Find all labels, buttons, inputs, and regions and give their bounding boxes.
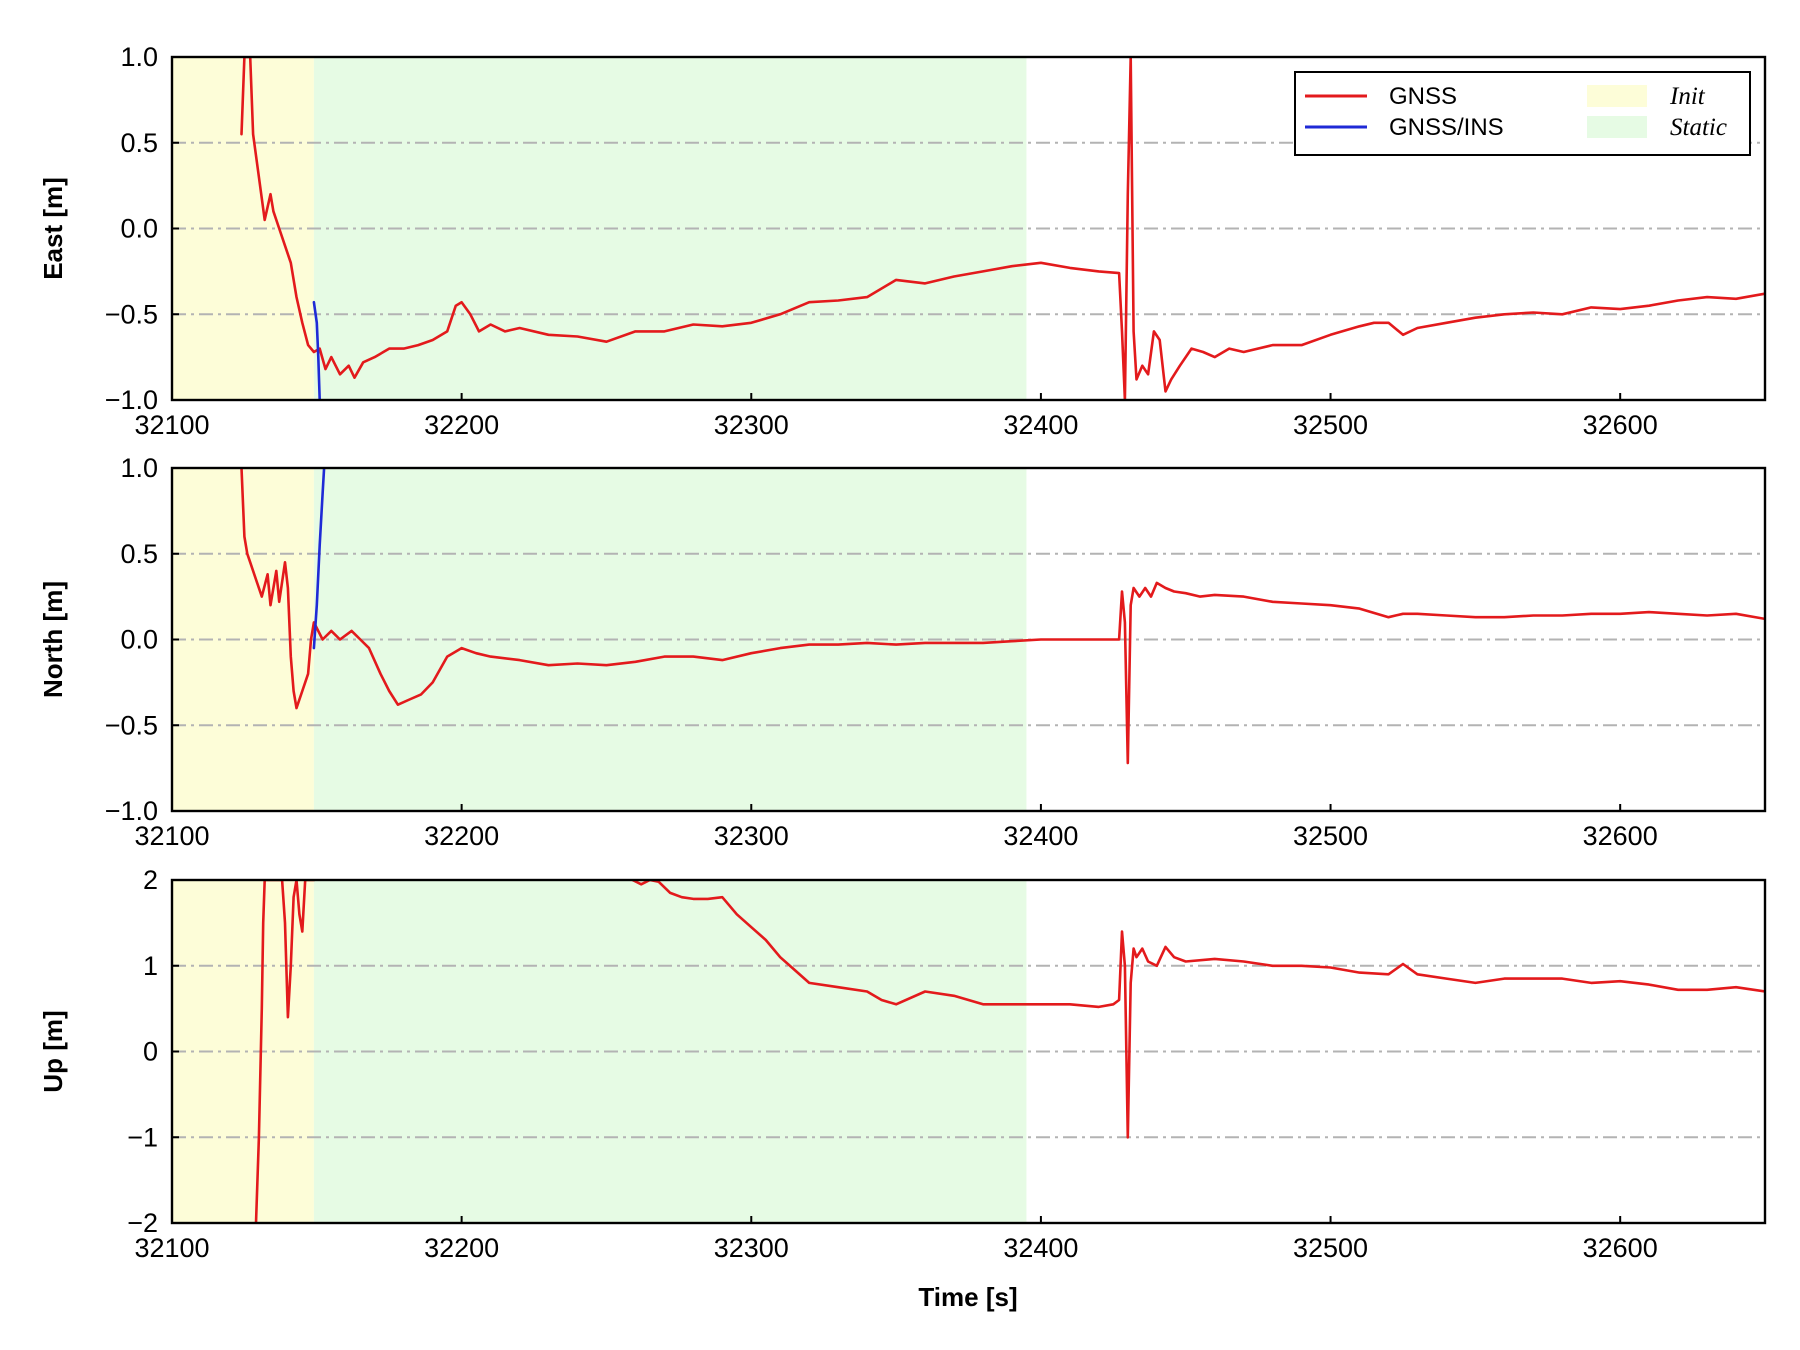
legend-label: Init bbox=[1669, 83, 1706, 110]
y-tick-label: −2 bbox=[127, 1208, 158, 1238]
y-tick-label: 2 bbox=[143, 865, 158, 895]
y-tick-label: 0 bbox=[143, 1037, 158, 1067]
x-tick-label: 32400 bbox=[1003, 410, 1078, 440]
x-tick-label: 32500 bbox=[1293, 410, 1368, 440]
y-tick-label: 0.5 bbox=[120, 128, 158, 158]
series-line-gnss-ins bbox=[312, 300, 322, 400]
x-tick-label: 32300 bbox=[714, 410, 789, 440]
series-line-gnss bbox=[240, 57, 1765, 400]
x-tick-label: 32200 bbox=[424, 1233, 499, 1263]
y-axis-label: North [m] bbox=[38, 581, 68, 698]
y-tick-label: −1.0 bbox=[105, 796, 158, 826]
x-tick-label: 32500 bbox=[1293, 1233, 1368, 1263]
y-tick-label: 0.0 bbox=[120, 214, 158, 244]
legend-box bbox=[1294, 71, 1751, 156]
y-tick-label: 1.0 bbox=[120, 453, 158, 483]
x-tick-label: 32600 bbox=[1583, 821, 1658, 851]
series-group bbox=[254, 880, 1765, 1223]
plot-frame bbox=[170, 878, 1767, 1225]
x-tick-label: 32600 bbox=[1583, 1233, 1658, 1263]
x-tick-label: 32200 bbox=[424, 410, 499, 440]
y-tick-label: 0.0 bbox=[120, 625, 158, 655]
y-tick-label: 1.0 bbox=[120, 42, 158, 72]
legend-label: Static bbox=[1670, 114, 1727, 141]
y-tick-label: −1.0 bbox=[105, 385, 158, 415]
series-group bbox=[240, 468, 1765, 765]
y-axis-label: East [m] bbox=[38, 177, 68, 280]
series-group bbox=[240, 57, 1765, 400]
plot-frame bbox=[170, 55, 1767, 402]
y-tick-label: 0.5 bbox=[120, 539, 158, 569]
y-tick-label: −0.5 bbox=[105, 299, 158, 329]
x-tick-label: 32400 bbox=[1003, 1233, 1078, 1263]
series-line-gnss bbox=[254, 880, 316, 1223]
x-tick-label: 32300 bbox=[714, 821, 789, 851]
series-line-gnss bbox=[631, 880, 1765, 1139]
y-tick-label: 1 bbox=[143, 951, 158, 981]
x-tick-label: 32500 bbox=[1293, 821, 1368, 851]
y-tick-label: −0.5 bbox=[105, 710, 158, 740]
x-tick-label: 32100 bbox=[134, 1233, 209, 1263]
x-tick-label: 32300 bbox=[714, 1233, 789, 1263]
x-tick-label: 32200 bbox=[424, 821, 499, 851]
legend-label: GNSS bbox=[1389, 83, 1457, 110]
x-tick-label: 32100 bbox=[134, 821, 209, 851]
plot-frame bbox=[170, 466, 1767, 813]
x-tick-label: 32600 bbox=[1583, 410, 1658, 440]
x-axis-label: Time [s] bbox=[918, 1282, 1017, 1312]
series-line-gnss-ins bbox=[312, 468, 326, 650]
x-tick-label: 32400 bbox=[1003, 821, 1078, 851]
legend: GNSS GNSS/INS Init Static bbox=[1294, 71, 1751, 156]
y-tick-label: −1 bbox=[127, 1122, 158, 1152]
x-tick-label: 32100 bbox=[134, 410, 209, 440]
y-axis-label: Up [m] bbox=[38, 1010, 68, 1092]
legend-swatch bbox=[1587, 85, 1647, 107]
series-line-gnss bbox=[240, 468, 1765, 765]
legend-label: GNSS/INS bbox=[1389, 114, 1504, 141]
legend-swatch bbox=[1587, 116, 1647, 138]
